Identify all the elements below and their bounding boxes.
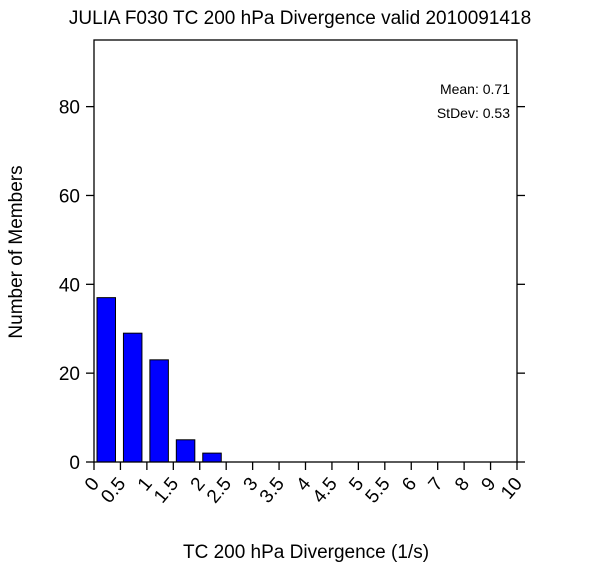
bar-0.5: [122, 332, 143, 463]
x-tick-label: 10: [497, 474, 527, 504]
x-tick-label: 2.5: [203, 474, 236, 508]
y-tick-label: 20: [59, 364, 80, 385]
bars-layer: [96, 297, 222, 463]
y-tick-label: 0: [69, 453, 80, 474]
x-tick-label: 5.5: [362, 474, 395, 508]
bar-2: [202, 452, 222, 463]
x-tick-label: 4.5: [309, 474, 342, 508]
bar-0: [96, 297, 117, 463]
y-tick-label: 40: [59, 275, 80, 296]
mean-label: Mean: 0.71: [440, 81, 510, 97]
x-tick-label: 7: [425, 474, 448, 496]
x-tick-label: 1.5: [150, 474, 183, 508]
x-axis-label: TC 200 hPa Divergence (1/s): [183, 542, 429, 563]
y-tick-label: 60: [59, 186, 80, 207]
x-tick-label: 9: [478, 474, 501, 496]
x-tick-label: 8: [451, 474, 474, 496]
chart-title: JULIA F030 TC 200 hPa Divergence valid 2…: [69, 8, 531, 29]
x-tick-label: 0.5: [97, 474, 130, 508]
stdev-label: StDev: 0.53: [437, 105, 510, 121]
x-tick-label: 6: [398, 474, 421, 496]
bar-1.5: [175, 439, 196, 463]
bar-1: [149, 359, 169, 463]
x-tick-label: 3.5: [256, 474, 289, 508]
y-axis-label: Number of Members: [6, 165, 27, 338]
y-tick-label: 80: [59, 98, 80, 119]
